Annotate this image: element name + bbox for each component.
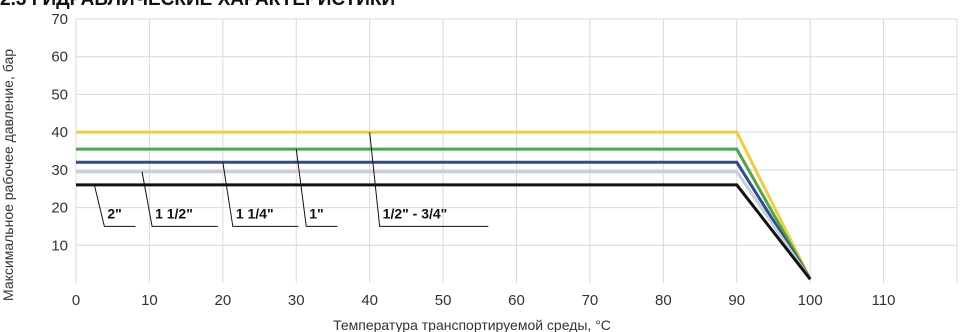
x-tick-label: 80 [655,292,672,309]
x-tick-label: 90 [728,292,745,309]
annotation-label-1-2in-3-4in: 1/2" - 3/4" [383,205,448,221]
series-line-1-2in-3-4in [76,130,812,280]
annotation-leader [141,171,218,227]
annotation-leader [295,149,338,227]
series-annotations: 2" 1 1/2" 1 1/4" 1" 1/2" - 3/4" [93,132,489,227]
chart-title: 2.3 ГИДРАВЛИЧЕСКИЕ ХАРАКТЕРИСТИКИ [0,0,395,10]
annotation-label-11-2in: 1 1/2" [155,205,193,221]
series-lines [76,130,812,281]
annotation-leader [222,162,299,227]
y-axis-title: Максимальное рабочее давление, бар [0,49,16,301]
y-tick-label: 10 [51,237,68,254]
axis-ticks: 0 10 20 30 40 50 60 70 80 90 100 110 10 20 30 40 50 60 70 [51,11,895,309]
series-line-11-2in [76,170,812,281]
series-line-11-4in [76,160,812,280]
x-tick-label: 60 [508,292,525,309]
x-tick-label: 70 [582,292,599,309]
y-tick-label: 60 [51,49,68,66]
x-tick-label: 0 [72,292,80,309]
annotation-label-2in: 2" [107,205,121,221]
annotation-label-11-4in: 1 1/4" [236,205,274,221]
grid [75,18,958,283]
x-tick-label: 10 [141,292,158,309]
series-line-2in [76,183,812,281]
y-tick-label: 50 [51,86,68,103]
x-tick-label: 50 [435,292,452,309]
y-tick-label: 30 [51,162,68,179]
x-tick-label: 100 [798,292,823,309]
annotation-leader [369,132,489,227]
y-tick-label: 70 [51,11,68,28]
y-tick-label: 20 [51,200,68,217]
annotation-leader [93,184,136,227]
x-tick-label: 30 [288,292,305,309]
x-tick-label: 40 [361,292,378,309]
x-tick-label: 110 [872,292,896,309]
y-tick-label: 40 [51,124,68,141]
x-axis-title: Температура транспортируемой среды, °C [333,317,611,332]
annotation-label-1in: 1" [309,205,323,221]
x-tick-label: 20 [214,292,231,309]
series-line-1in [76,147,812,280]
